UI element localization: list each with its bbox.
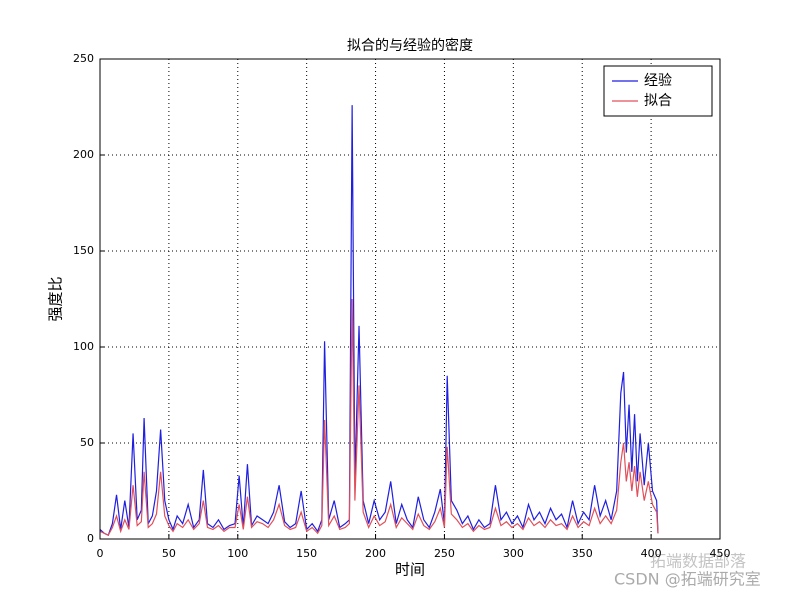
x-tick-label: 0 (97, 547, 104, 560)
legend-label: 经验 (644, 73, 672, 89)
x-tick-label: 400 (641, 547, 662, 560)
y-tick-label: 100 (73, 340, 94, 353)
legend-box (603, 65, 713, 117)
y-tick-label: 200 (73, 148, 94, 161)
x-tick-label: 250 (434, 547, 455, 560)
chart-title: 拟合的与经验的密度 (347, 37, 473, 54)
x-tick-label: 150 (296, 547, 317, 560)
watermark: 拓端数据部落 (650, 552, 746, 571)
data-line (99, 105, 659, 536)
plot-frame (99, 58, 721, 540)
x-tick-label: 100 (227, 547, 248, 560)
y-axis-label: 强度比 (47, 276, 65, 321)
data-line (99, 298, 659, 536)
y-tick-label: 150 (73, 244, 94, 257)
x-tick-label: 200 (365, 547, 386, 560)
y-tick-label: 50 (80, 436, 94, 449)
y-tick-label: 250 (73, 52, 94, 65)
x-tick-label: 300 (503, 547, 524, 560)
x-axis-label: 时间 (395, 561, 425, 579)
watermark: CSDN @拓端研究室 (614, 570, 761, 589)
x-tick-label: 450 (710, 547, 731, 560)
y-tick-label: 0 (87, 532, 94, 545)
x-tick-label: 50 (162, 547, 176, 560)
x-tick-label: 350 (572, 547, 593, 560)
legend-label: 拟合 (644, 93, 672, 109)
